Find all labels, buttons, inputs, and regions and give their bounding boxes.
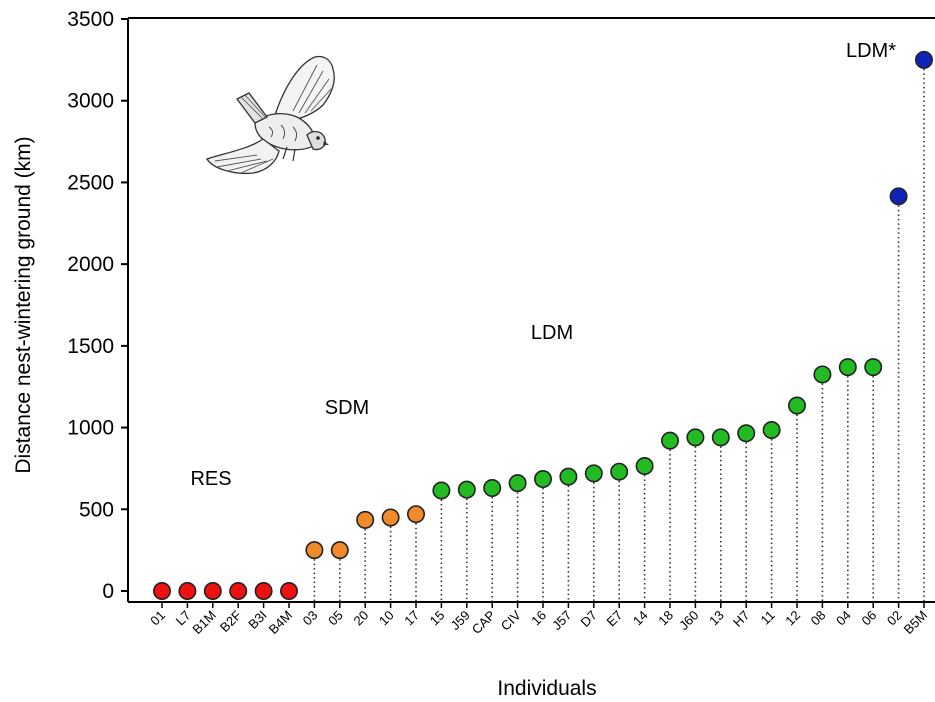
data-point xyxy=(305,541,324,560)
data-point xyxy=(813,365,832,384)
x-tick-label: J57 xyxy=(549,608,574,633)
data-points xyxy=(153,50,933,600)
x-tick-label: CIV xyxy=(498,607,524,633)
data-point xyxy=(381,508,400,527)
x-tick-label: 18 xyxy=(655,608,676,629)
x-tick-label: J60 xyxy=(676,608,701,633)
y-tick-label: 3500 xyxy=(67,8,114,31)
x-tick-label: 17 xyxy=(401,608,422,629)
x-tick-label: 01 xyxy=(147,608,168,629)
x-tick-label: 05 xyxy=(325,608,346,629)
x-tick-label: B2F xyxy=(217,607,245,635)
data-point xyxy=(254,581,273,600)
drop-lines xyxy=(313,59,925,602)
x-tick-label: 20 xyxy=(350,608,371,629)
x-tick-label: 11 xyxy=(758,608,778,628)
data-point xyxy=(610,462,629,481)
x-tick-label: 16 xyxy=(528,608,549,629)
data-point xyxy=(229,581,248,600)
data-point xyxy=(737,424,756,443)
data-point xyxy=(584,464,603,483)
data-point xyxy=(483,479,502,498)
data-point xyxy=(356,510,375,529)
y-tick-label: 1000 xyxy=(67,417,114,440)
y-tick-label: 2000 xyxy=(67,253,114,276)
y-tick-label: 0 xyxy=(102,580,114,603)
data-point xyxy=(635,456,654,475)
data-point xyxy=(660,431,679,450)
x-tick-label: 06 xyxy=(858,608,879,629)
y-tick-label: 3000 xyxy=(67,90,114,113)
x-axis-title: Individuals xyxy=(497,677,596,700)
data-point xyxy=(533,470,552,489)
x-tick-label: 10 xyxy=(376,608,397,629)
data-point xyxy=(787,396,806,415)
data-point xyxy=(279,581,298,600)
x-tick-label: E7 xyxy=(603,608,625,630)
group-label: RES xyxy=(190,468,231,490)
group-label: LDM xyxy=(531,322,573,344)
group-label: SDM xyxy=(325,397,369,419)
data-point xyxy=(457,480,476,499)
data-point xyxy=(432,481,451,500)
x-tick-label: B4M xyxy=(266,608,296,638)
x-tick-label: 12 xyxy=(782,608,803,629)
data-point xyxy=(508,474,527,493)
x-tick-label: B5M xyxy=(901,608,931,638)
data-point xyxy=(330,541,349,560)
data-point xyxy=(203,581,222,600)
x-tick-label: B1M xyxy=(189,608,219,638)
y-tick-label: 2500 xyxy=(67,171,114,194)
data-point xyxy=(864,358,883,377)
data-point xyxy=(889,187,908,206)
data-point xyxy=(686,428,705,447)
data-point xyxy=(914,50,933,69)
x-tick-label: 03 xyxy=(300,608,321,629)
axes xyxy=(127,17,935,603)
group-labels: RES SDM LDM LDM* xyxy=(190,40,896,490)
x-tick-label: 14 xyxy=(630,608,651,629)
x-tick-label: D7 xyxy=(578,608,600,630)
data-point xyxy=(711,428,730,447)
data-point xyxy=(838,358,857,377)
data-point xyxy=(178,581,197,600)
y-axis-title: Distance nest-wintering ground (km) xyxy=(12,136,35,473)
x-tick-label: 15 xyxy=(427,608,448,629)
data-point xyxy=(559,467,578,486)
y-tick-label: 1500 xyxy=(67,335,114,358)
x-tick-label: 13 xyxy=(706,608,727,629)
x-tick-label: H7 xyxy=(730,608,752,630)
x-tick-label: CAP xyxy=(469,608,499,638)
falcon-icon xyxy=(206,55,335,175)
data-point xyxy=(762,421,781,440)
y-ticks: 0 500 1000 1500 2000 2500 3000 3500 xyxy=(67,8,128,603)
x-tick-label: 04 xyxy=(833,608,854,629)
x-tick-label: 08 xyxy=(808,608,829,629)
y-tick-label: 500 xyxy=(79,498,114,521)
data-point xyxy=(153,581,172,600)
x-tick-label: J59 xyxy=(447,608,472,633)
data-point xyxy=(406,505,425,524)
group-label: LDM* xyxy=(846,40,896,62)
